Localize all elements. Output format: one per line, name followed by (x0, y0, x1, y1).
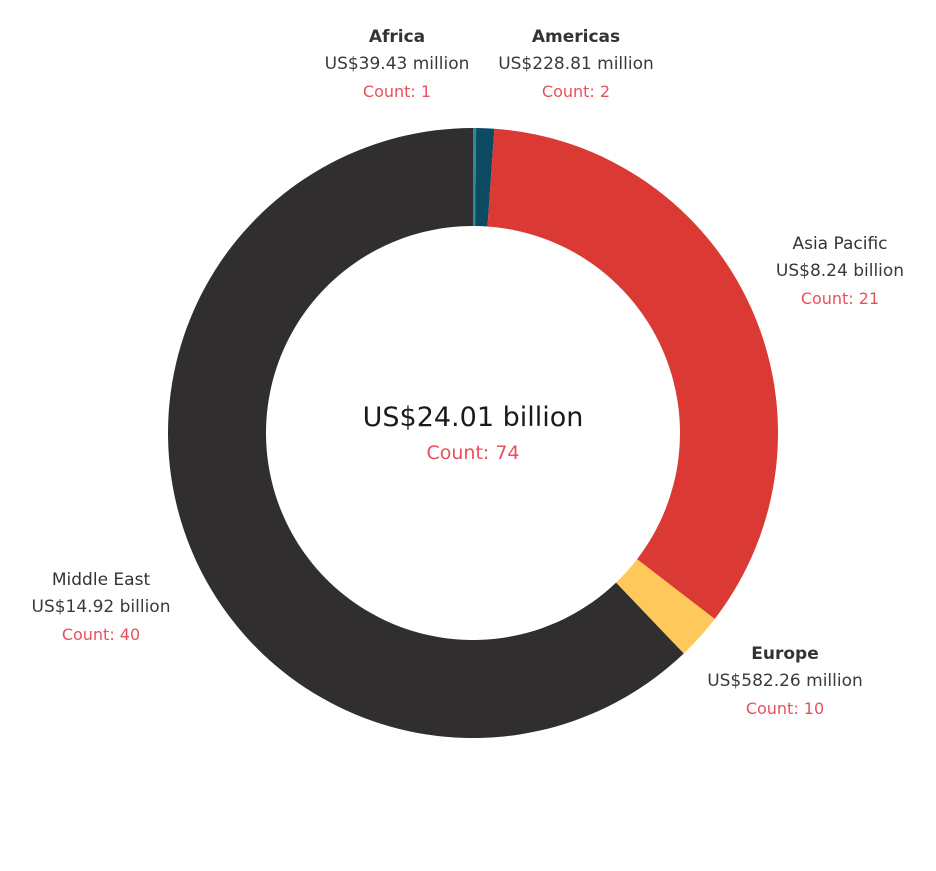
label-africa-count: Count: 1 (362, 82, 432, 101)
label-europe-value: US$582.26 million (707, 671, 863, 691)
label-americas-count: Count: 2 (541, 82, 611, 101)
label-americas-name: Americas (531, 27, 621, 47)
label-americas-value: US$228.81 million (498, 54, 654, 74)
slice-middle-east[interactable] (168, 128, 684, 739)
label-europe-name: Europe (751, 644, 819, 664)
label-middle-east: Middle East US$14.92 billion Count: 40 (16, 567, 186, 648)
label-middle-east-count: Count: 40 (61, 625, 141, 644)
slice-americas[interactable] (475, 128, 495, 227)
label-asia-pacific: Asia Pacific US$8.24 billion Count: 21 (760, 231, 920, 312)
label-africa-name: Africa (368, 27, 426, 47)
slice-africa[interactable] (473, 128, 477, 227)
total-count: Count: 74 (426, 442, 520, 464)
label-asia-pacific-value: US$8.24 billion (775, 261, 905, 281)
label-middle-east-value: US$14.92 billion (31, 597, 171, 617)
label-americas: Americas US$228.81 million Count: 2 (491, 24, 661, 105)
slice-europe[interactable] (616, 559, 715, 654)
slice-asia-pacific[interactable] (487, 128, 779, 619)
label-africa: Africa US$39.43 million Count: 1 (313, 24, 481, 105)
label-asia-pacific-name: Asia Pacific (792, 234, 888, 254)
label-europe: Europe US$582.26 million Count: 10 (695, 641, 875, 722)
label-asia-pacific-count: Count: 21 (800, 289, 880, 308)
label-africa-value: US$39.43 million (324, 54, 470, 74)
label-middle-east-name: Middle East (51, 570, 151, 590)
label-europe-count: Count: 10 (745, 699, 825, 718)
total-value: US$24.01 billion (362, 402, 584, 433)
donut-center-summary: US$24.01 billion Count: 74 (273, 398, 673, 468)
